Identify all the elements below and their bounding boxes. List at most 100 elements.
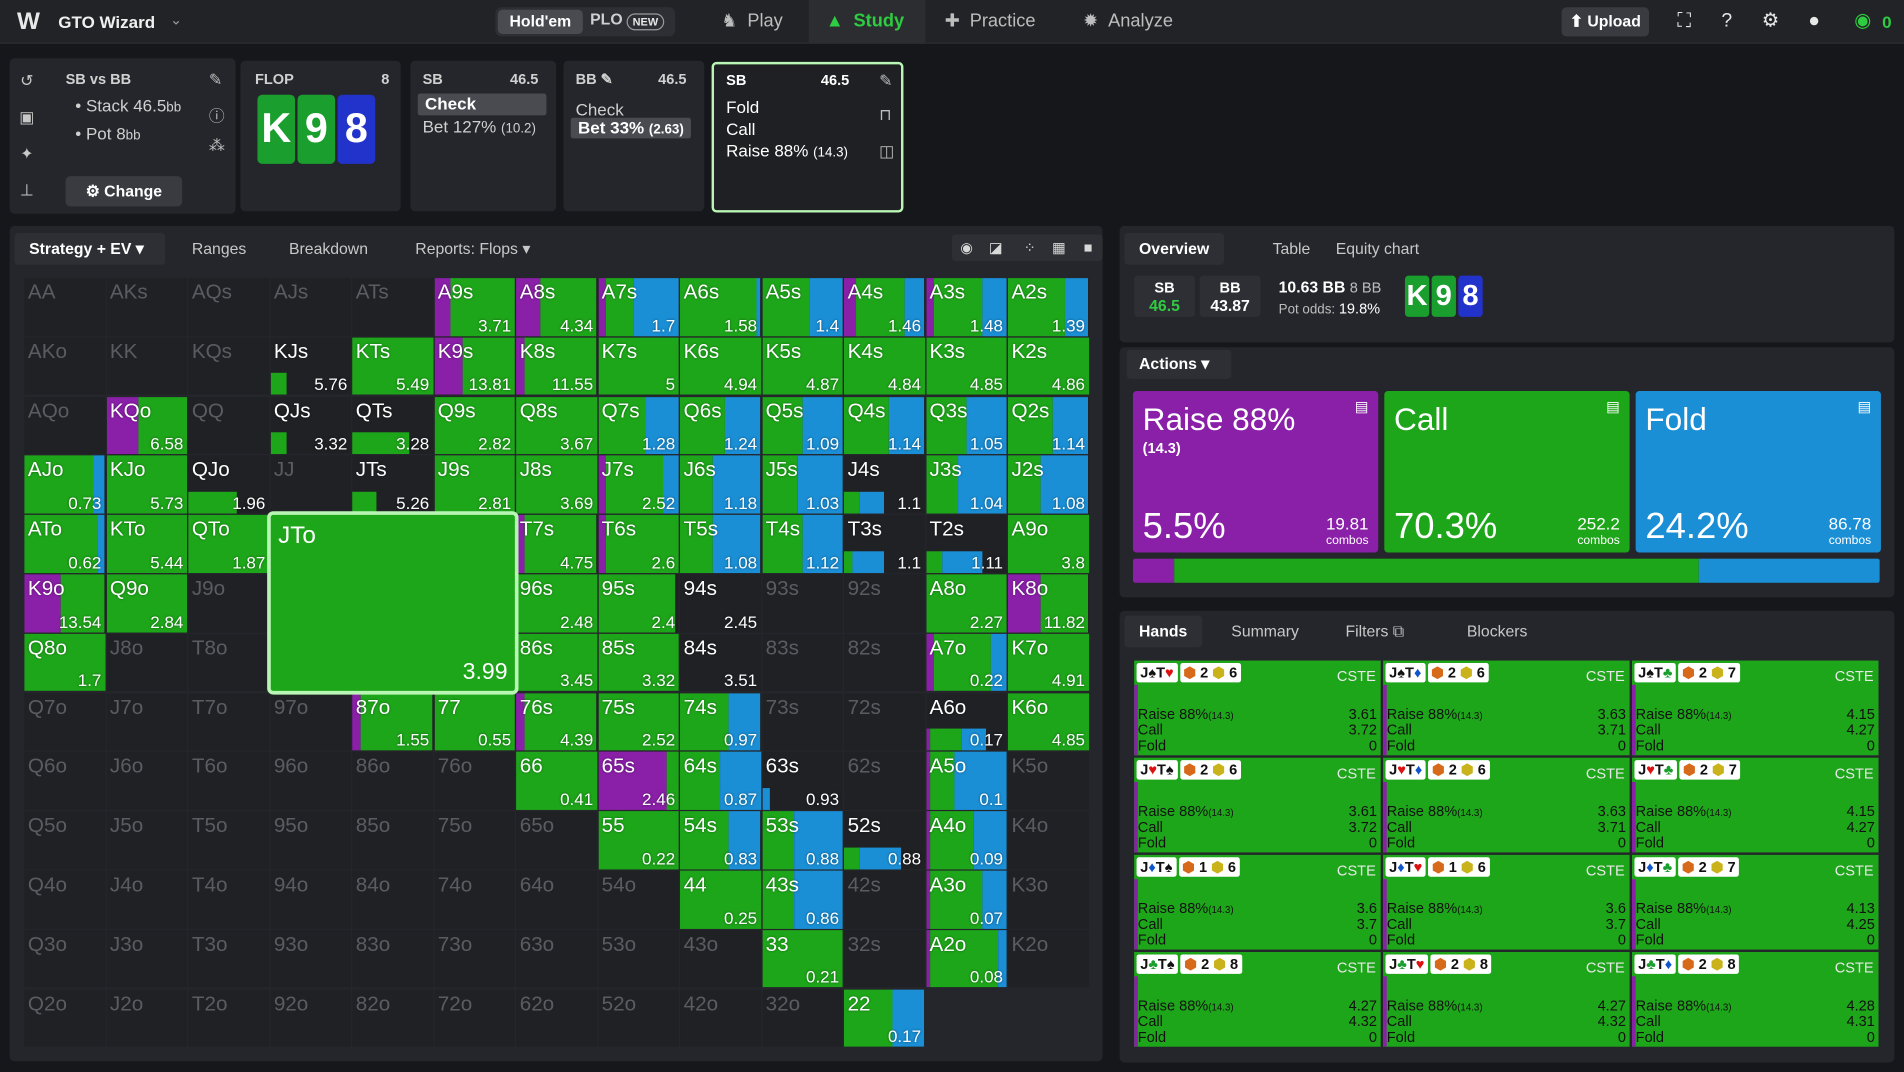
hand-cell[interactable]: QJo 1.96 [188,455,269,514]
hand-cell[interactable]: J9o [188,574,269,633]
hand-cell[interactable]: Q4o [24,870,106,929]
hand-cell[interactable]: 84s 3.51 [680,633,761,692]
hand-cell[interactable]: QTs 3.28 [352,396,433,455]
hand-cell[interactable]: K2s 4.86 [1007,337,1089,396]
hand-cell[interactable]: 75o [434,811,515,870]
hand-cell[interactable]: 82s [843,633,925,692]
hand-cell[interactable]: J8s 3.69 [516,455,597,514]
hand-cell[interactable]: Q5s 1.09 [761,396,843,455]
hand-cell[interactable]: AQs [188,278,269,336]
hand-cell[interactable]: A6o 0.17 [925,692,1007,751]
hand-cell[interactable]: T6o [188,752,269,810]
screenshot-icon[interactable]: ⛶ [1677,10,1692,32]
hand-cell[interactable]: KQo 6.58 [106,396,188,455]
hand-cell[interactable]: T4s 1.12 [761,515,843,573]
hand-cell[interactable]: A3o 0.07 [925,870,1007,929]
hand-cell[interactable]: 44 0.25 [680,870,761,929]
hand-tile[interactable]: J♠T♣ ⬢ 2 ⬢ 7 CSTE Raise 88%(14.3) 4.15 Call 4.… [1632,660,1879,756]
hand-cell[interactable]: T2o [188,989,269,1047]
hand-cell[interactable]: QQ [188,396,269,455]
hand-cell[interactable]: AJo 0.73 [24,455,106,514]
hand-cell[interactable]: A8o 2.27 [925,574,1007,633]
tab-table[interactable]: Table [1272,239,1311,258]
logo-icon[interactable]: W [17,8,40,36]
hand-cell[interactable]: K3o [1007,870,1089,929]
hand-cell[interactable]: Q9s 2.82 [434,396,515,455]
hand-cell[interactable]: K8o 11.82 [1007,574,1089,633]
hand-cell[interactable]: 94s 2.45 [680,574,761,633]
history-sb[interactable]: SB 46.5 Check Bet 127% (10.2) [410,60,557,212]
hand-cell[interactable]: A6s 1.58 [680,278,761,336]
hand-cell[interactable]: K9o 13.54 [24,574,106,633]
collapse-icon[interactable]: ⊥ [19,180,34,200]
hand-cell[interactable]: K2o [1007,929,1089,988]
action-check[interactable]: Check [417,93,547,116]
hand-cell[interactable]: T7s 4.75 [516,515,597,573]
hand-cell[interactable]: KJs 5.76 [270,337,351,396]
hand-cell[interactable]: J5o [106,811,188,870]
hand-cell[interactable]: 63o [516,929,597,988]
hand-cell[interactable]: 53s 0.88 [761,811,843,870]
hand-cell[interactable]: T4o [188,870,269,929]
tab-blockers[interactable]: Blockers [1466,621,1528,640]
grid-icon[interactable]: ▦ [1051,239,1066,257]
hand-cell[interactable]: 95s 2.4 [598,574,679,633]
hand-cell[interactable]: 75s 2.52 [598,692,679,751]
hand-cell[interactable]: KJo 5.73 [106,455,188,514]
hand-cell[interactable]: KK [106,337,188,396]
tab-equity-chart[interactable]: Equity chart [1335,239,1420,258]
hand-cell[interactable]: 85o [352,811,433,870]
tab-summary[interactable]: Summary [1231,621,1299,640]
hand-cell[interactable]: ATo 0.62 [24,515,106,573]
hand-cell[interactable]: 97o [270,692,351,751]
hand-tile[interactable]: J♣T♠ ⬢ 2 ⬢ 8 CSTE Raise 88%(14.3) 4.27 Call 4.… [1134,952,1381,1047]
action-check[interactable]: Check [576,100,624,119]
hand-cell[interactable]: A2s 1.39 [1007,278,1089,336]
nav-study[interactable]: ▲ Study [808,0,926,44]
hand-cell[interactable]: K4o [1007,811,1089,870]
edit-icon[interactable]: ✎ [208,70,223,89]
hand-cell[interactable]: Q6o [24,752,106,810]
hand-tile[interactable]: J♠T♥ ⬢ 2 ⬢ 6 CSTE Raise 88%(14.3) 3.61 Call 3.… [1134,660,1381,756]
hand-cell[interactable]: T5o [188,811,269,870]
tab-breakdown[interactable]: Breakdown [289,239,368,258]
hand-cell[interactable]: Q5o [24,811,106,870]
hand-cell[interactable]: 83s [761,633,843,692]
compare-icon[interactable]: ◫ [879,142,895,161]
gear-icon[interactable]: ⚙ [1761,10,1780,32]
hand-cell[interactable]: K5o [1007,752,1089,810]
hand-cell[interactable]: T3o [188,929,269,988]
hand-cell[interactable]: A2o 0.08 [925,929,1007,988]
hand-cell[interactable]: Q2o [24,989,106,1047]
hand-cell[interactable]: T3s 1.1 [843,515,925,573]
hand-cell[interactable]: A4s 1.46 [843,278,925,336]
game-toggle[interactable]: Hold'em PLO NEW [495,7,676,37]
hand-cell[interactable]: 74s 0.97 [680,692,761,751]
notes-icon[interactable]: ▤ [1606,398,1620,416]
compact-icon[interactable]: ⁘ [1023,239,1036,257]
history-sb-active[interactable]: SB 46.5 Fold Call Raise 88% (14.3) ✎ ⊓ ◫ [711,61,904,213]
hand-cell[interactable]: A3s 1.48 [925,278,1007,336]
action-box[interactable]: Call 70.3% 252.2 combos ▤ [1384,391,1630,553]
change-button[interactable]: ⚙ Change [65,176,183,207]
hand-cell[interactable]: Q8o 1.7 [24,633,106,692]
hand-cell[interactable]: J4s 1.1 [843,455,925,514]
hand-cell[interactable]: 76s 4.39 [516,692,597,751]
hand-cell[interactable]: 65s 2.46 [598,752,679,810]
hand-cell[interactable]: 52o [598,989,679,1047]
hand-cell[interactable]: J5s 1.03 [761,455,843,514]
hand-cell[interactable]: KTo 5.44 [106,515,188,573]
hand-cell[interactable]: A4o 0.09 [925,811,1007,870]
hand-tile[interactable]: J♥T♣ ⬢ 2 ⬢ 7 CSTE Raise 88%(14.3) 4.15 Call 4.… [1632,757,1879,853]
gamepad-icon[interactable]: ✦ [20,144,34,163]
hand-cell[interactable]: J7o [106,692,188,751]
action-bet[interactable]: Bet 33% (2.63) [570,117,692,139]
reset-icon[interactable]: ↺ [20,71,34,90]
notes-icon[interactable]: ▤ [1857,398,1872,416]
hand-cell[interactable]: 53o [598,929,679,988]
hand-cell[interactable]: K6o 4.85 [1007,692,1089,751]
hand-cell[interactable]: J3s 1.04 [925,455,1007,514]
tab-hands[interactable]: Hands [1124,615,1202,648]
hand-cell[interactable]: Q4s 1.14 [843,396,925,455]
hand-cell[interactable]: 74o [434,870,515,929]
